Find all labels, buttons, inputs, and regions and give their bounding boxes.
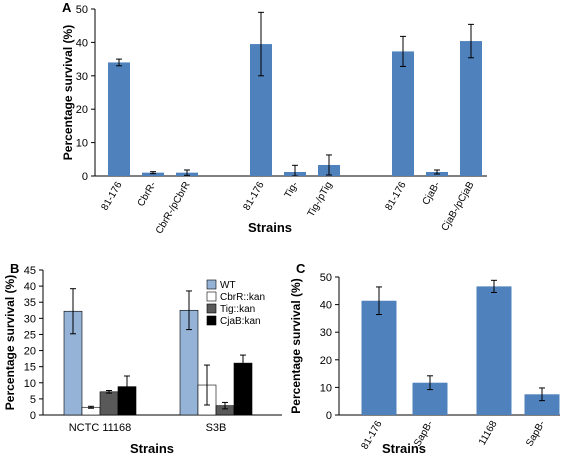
panel-a-bar <box>250 44 272 176</box>
panel-a-bar <box>108 62 130 176</box>
panel-b-y-tick-label: 5 <box>30 394 36 406</box>
panel-c-bar <box>524 394 560 415</box>
panel-a-y-tick-label: 30 <box>76 71 88 83</box>
panel-b-y-tick-label: 15 <box>24 362 36 374</box>
panel-a-x-tick-label: CbrR- <box>136 180 159 209</box>
panel-c-letter: C <box>296 261 306 276</box>
panel-b-y-tick-label: 20 <box>24 346 36 358</box>
panel-c-bar <box>476 286 512 415</box>
panel-b-y-tick-label: 0 <box>30 410 36 422</box>
panel-c: C Percentage survival (%) Strains 0 10 20 3… <box>289 261 560 456</box>
panel-c-y-axis-label: Percentage survival (%) <box>289 278 303 413</box>
panel-c-y-tick-label: 30 <box>320 327 332 339</box>
panel-a-x-tick-label: Tig-/pTig <box>306 180 335 219</box>
panel-c-y-tick-label: 10 <box>320 382 332 394</box>
panel-c-y-tick-label: 20 <box>320 355 332 367</box>
panel-b-legend-label: CjaB:kan <box>220 316 261 327</box>
panel-b-legend-label: CbrR::kan <box>220 292 265 303</box>
panel-a-y-tick-label: 20 <box>76 104 88 116</box>
panel-b-y-tick-label: 30 <box>24 313 36 325</box>
panel-a-y-tick-label: 40 <box>76 37 88 49</box>
panel-a-y-axis-label: Percentage survival (%) <box>61 25 75 160</box>
panel-b-legend-swatch <box>206 315 217 326</box>
panel-c-bar <box>361 300 397 415</box>
panel-a: A Percentage survival (%) Strains 0 10 20 3… <box>61 0 487 236</box>
panel-b-legend-swatch <box>206 279 217 290</box>
panel-a-x-tick-label: CjaB-/pCjaB <box>440 180 477 233</box>
panel-c-x-axis-label: Strains <box>382 441 426 456</box>
panel-b-bar <box>99 391 119 416</box>
panel-a-bar <box>460 41 482 177</box>
panel-a-x-tick-label: Tig- <box>283 180 301 200</box>
panel-c-x-tick-label: 11168 <box>477 419 500 448</box>
panel-a-letter: A <box>62 0 72 15</box>
panel-a-bar <box>392 51 414 176</box>
panel-c-x-tick-label: SapB- <box>412 419 435 449</box>
panel-a-y-tick-label: 10 <box>76 138 88 150</box>
panel-a-x-axis-label: Strains <box>248 220 292 235</box>
panel-b-legend-swatch <box>206 303 217 314</box>
panel-b-y-tick-label: 10 <box>24 378 36 390</box>
panel-a-x-tick-label: 81-176 <box>100 180 125 213</box>
panel-a-x-tick-label: 81-176 <box>242 180 267 213</box>
panel-c-y-tick-label: 50 <box>320 272 332 284</box>
panel-b-legend-label: WT <box>220 280 236 291</box>
panel-a-x-tick-label: CbrR-/pCbrR <box>154 180 193 236</box>
panel-b-letter: B <box>10 261 19 276</box>
panel-b-x-tick-label: S3B <box>206 422 227 434</box>
panel-b-y-axis-label: Percentage survival (%) <box>3 275 17 410</box>
panel-b-legend-label: Tig::kan <box>220 304 255 315</box>
panel-b-y-tick-label: 45 <box>24 265 36 277</box>
panel-b-y-tick-label: 40 <box>24 281 36 293</box>
panel-a-bar <box>142 172 164 176</box>
panel-a-x-tick-label: 81-176 <box>384 180 409 213</box>
panel-a-x-tick-label: CjaB- <box>421 180 443 207</box>
panel-c-y-tick-label: 0 <box>326 410 332 422</box>
panel-c-x-tick-label: SapB- <box>524 419 547 449</box>
panel-b: B Percentage survival (%) Strains 0 5 10 15… <box>3 261 282 456</box>
panel-b-y-tick-label: 25 <box>24 329 36 341</box>
panel-a-y-tick-label: 50 <box>76 4 88 16</box>
panel-b-legend-swatch <box>206 291 217 302</box>
panel-b-x-axis-label: Strains <box>130 441 174 456</box>
panel-b-x-tick-label: NCTC 11168 <box>69 422 132 434</box>
panel-b-y-tick-label: 35 <box>24 297 36 309</box>
panel-c-y-tick-label: 40 <box>320 300 332 312</box>
panel-a-y-tick-label: 0 <box>82 171 88 183</box>
